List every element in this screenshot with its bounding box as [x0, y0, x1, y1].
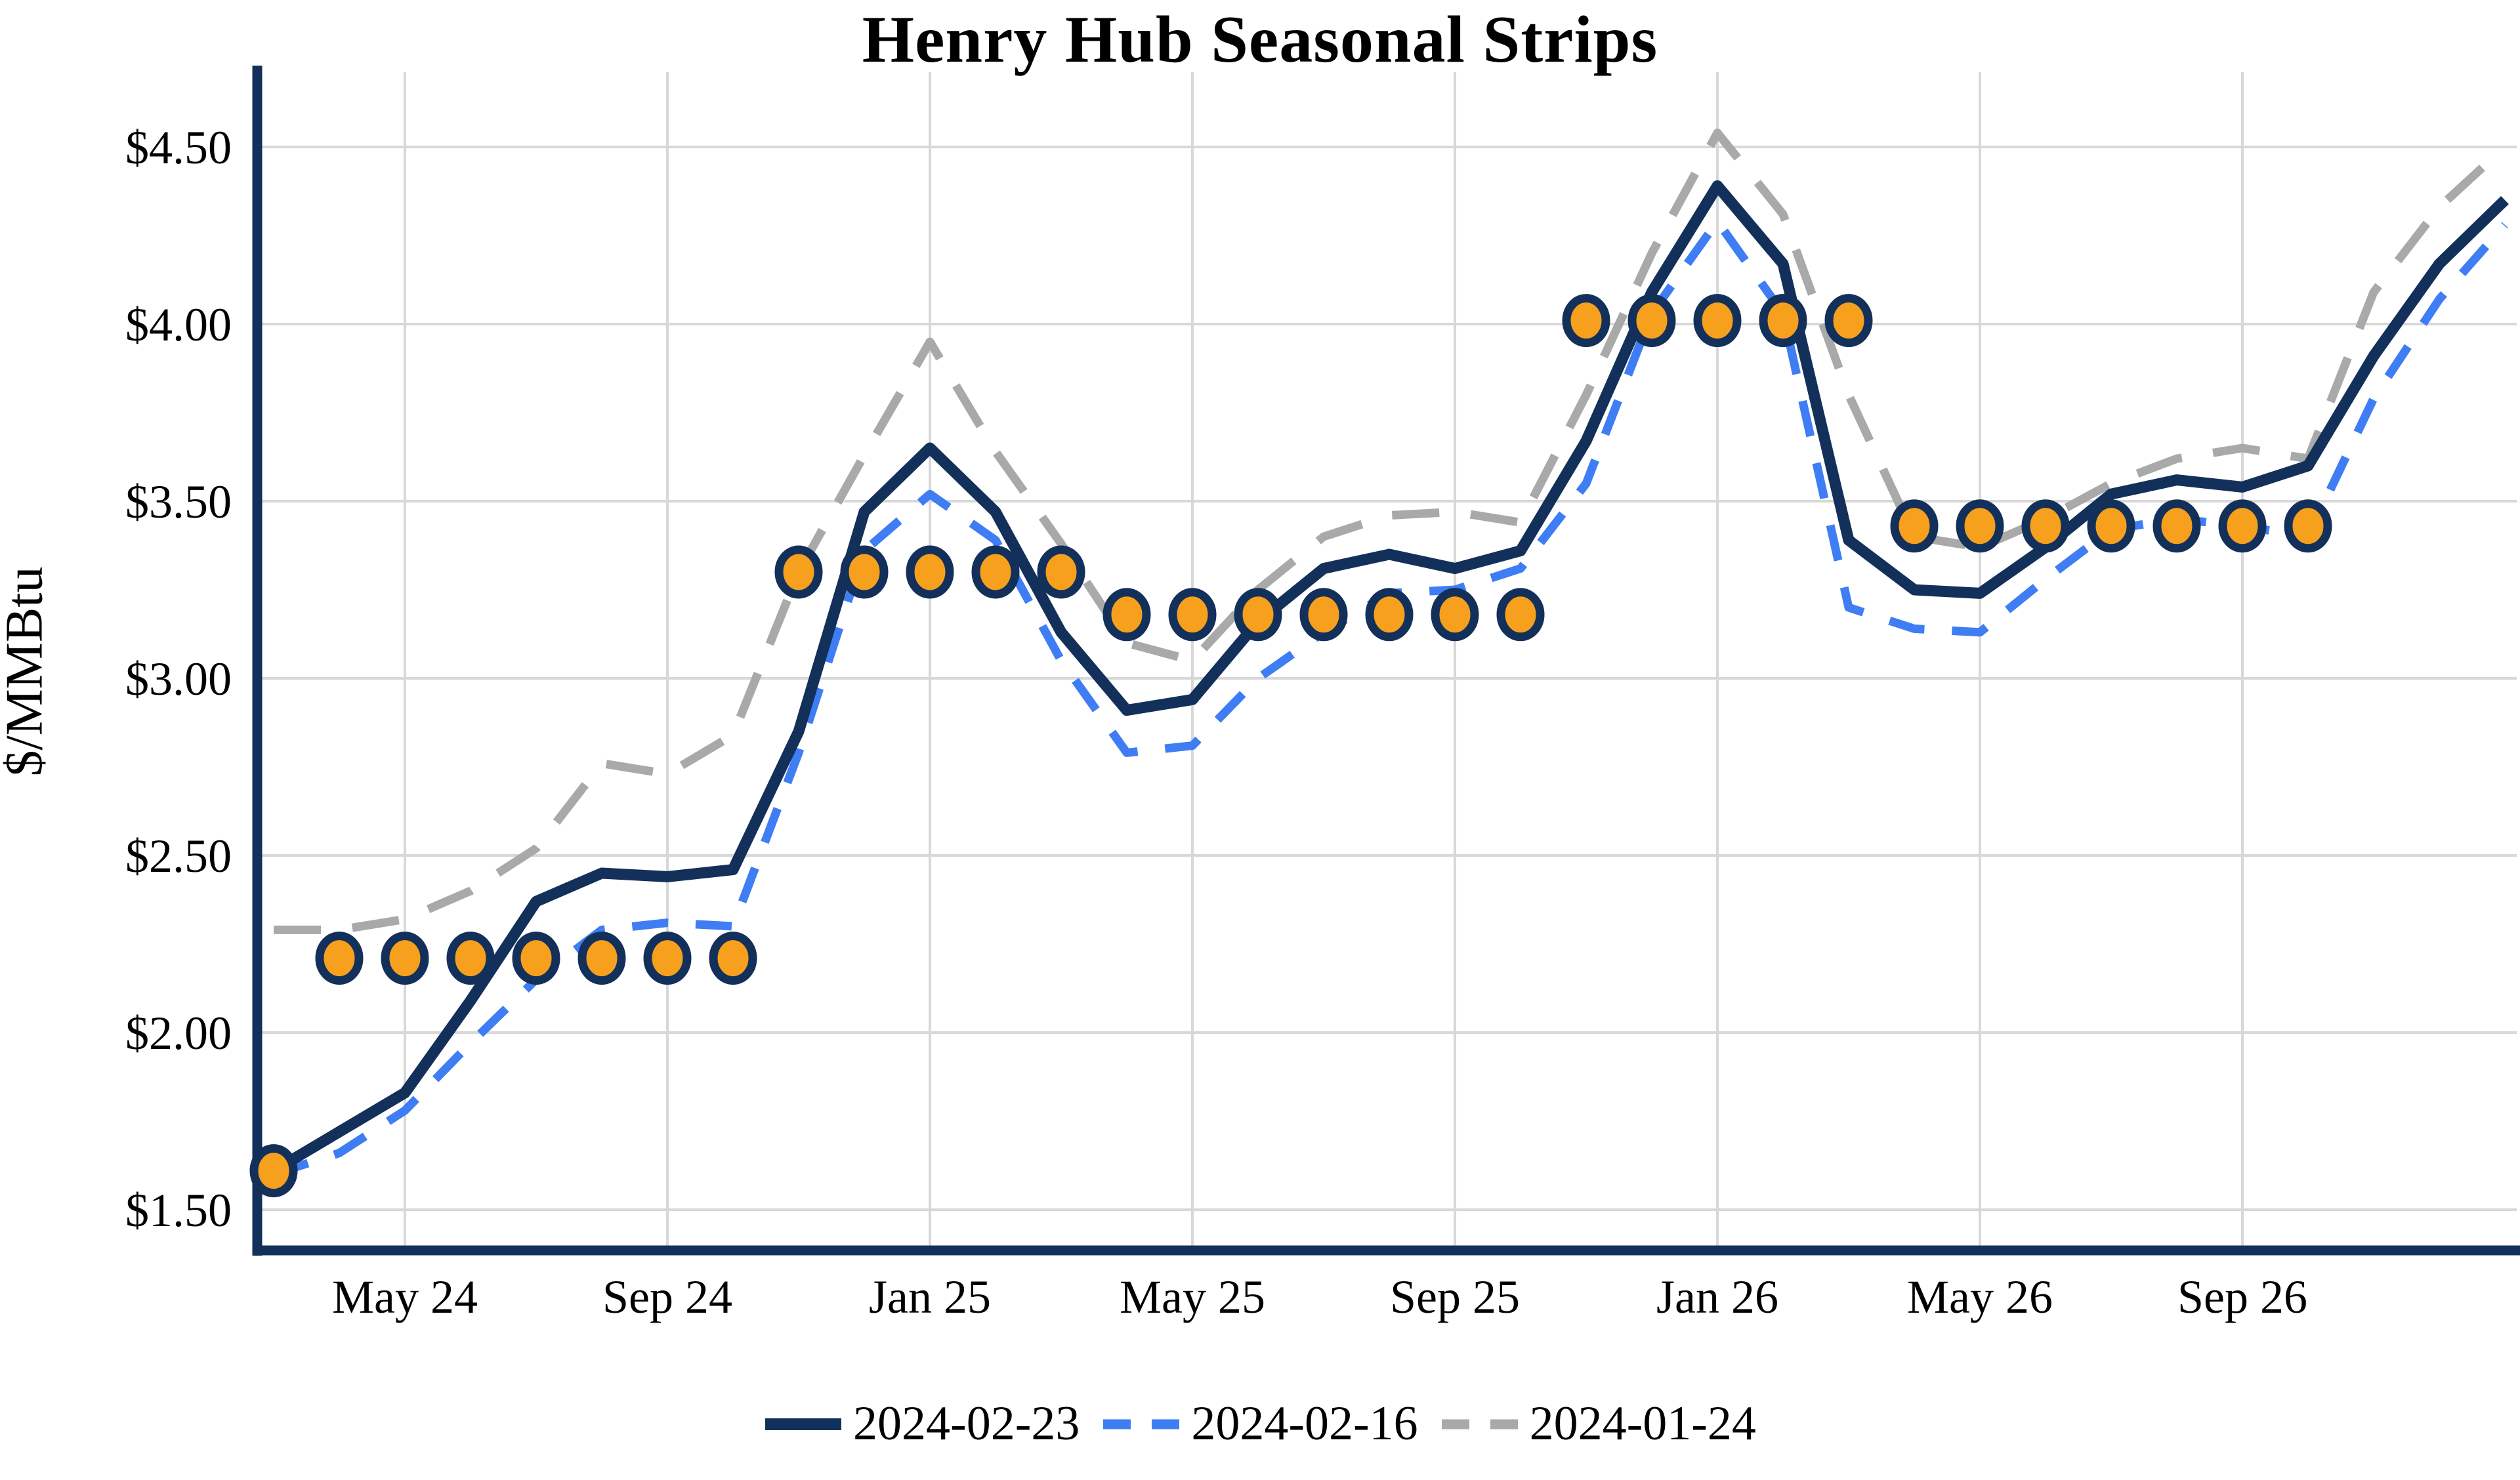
series-line-2024-01-24 [274, 128, 2508, 934]
strip-marker-summer-2024 [446, 932, 495, 985]
strip-marker-winter-2025-26 [1824, 294, 1873, 348]
strip-marker-summer-2025 [1496, 588, 1545, 642]
strip-marker-winter-2024-25 [774, 545, 823, 599]
x-tick-label: May 24 [332, 1271, 478, 1323]
legend-swatch-solid [765, 1418, 842, 1430]
legend-label: 2024-01-24 [1529, 1397, 1756, 1450]
legend-item-2024-02-23: 2024-02-23 [764, 1396, 1080, 1452]
series-line-2024-02-23 [270, 180, 2509, 1176]
strip-marker-winter-2025-26 [1562, 294, 1610, 348]
strip-marker-summer-2026 [2218, 499, 2267, 553]
strip-marker-summer-2026 [2087, 499, 2135, 553]
strip-marker-summer-2025 [1168, 588, 1217, 642]
strip-marker-winter-2025-26 [1693, 294, 1742, 348]
strip-marker-winter-2024-25 [971, 545, 1020, 599]
legend-item-2024-02-16: 2024-02-16 [1102, 1396, 1418, 1452]
y-tick-label: $2.50 [125, 830, 232, 882]
y-tick-label: $4.00 [125, 298, 232, 351]
strip-marker-summer-2024 [578, 932, 626, 985]
x-tick-label: Sep 26 [2177, 1271, 2307, 1323]
strip-marker-winter-2025-26 [1628, 294, 1676, 348]
legend: 2024-02-23 2024-02-16 2024-01-24 [0, 1396, 2520, 1452]
strip-marker-summer-2024 [381, 932, 429, 985]
x-tick-label: May 25 [1120, 1271, 1265, 1323]
strip-marker-summer-2025 [1365, 588, 1414, 642]
legend-label: 2024-02-23 [853, 1397, 1080, 1450]
strip-marker-summer-2024 [709, 932, 757, 985]
y-tick-label: $3.00 [125, 653, 232, 705]
strip-marker-summer-2026 [1956, 499, 2004, 553]
strip-marker-winter-2025-26 [1759, 294, 1807, 348]
strip-marker-summer-2026 [1890, 499, 1939, 553]
strip-marker-summer-2024 [643, 932, 692, 985]
page-title: Henry Hub Seasonal Strips [862, 3, 1658, 77]
strip-marker-summer-2026 [2021, 499, 2070, 553]
x-tick-label: May 26 [1907, 1271, 2053, 1323]
x-tick-label: Sep 25 [1390, 1271, 1520, 1323]
y-tick-label: $1.50 [125, 1184, 232, 1237]
legend-swatch-dashed [1103, 1419, 1180, 1429]
strip-marker-summer-2025 [1299, 588, 1348, 642]
strip-marker-winter-2024-25 [1037, 545, 1085, 599]
y-tick-label: $4.50 [125, 121, 232, 174]
strip-marker-summer-2024 [512, 932, 560, 985]
strip-marker-winter-2024-25 [840, 545, 889, 599]
legend-label: 2024-02-16 [1191, 1397, 1418, 1450]
strip-marker-prompt [249, 1144, 298, 1198]
strip-marker-summer-2025 [1102, 588, 1151, 642]
strip-marker-winter-2024-25 [906, 545, 954, 599]
y-tick-label: $3.50 [125, 476, 232, 528]
x-tick-label: Jan 26 [1656, 1271, 1778, 1323]
x-tick-label: Sep 24 [602, 1271, 732, 1323]
strip-marker-summer-2026 [2152, 499, 2201, 553]
strip-marker-summer-2025 [1234, 588, 1282, 642]
legend-swatch-dashed [1441, 1419, 1518, 1429]
y-axis-label: $/MMBtu [0, 566, 54, 777]
strip-marker-summer-2026 [2284, 499, 2332, 553]
strip-marker-summer-2024 [315, 932, 364, 985]
strip-marker-summer-2025 [1431, 588, 1479, 642]
x-tick-label: Jan 25 [869, 1271, 991, 1323]
legend-item-2024-01-24: 2024-01-24 [1440, 1396, 1756, 1452]
y-tick-label: $2.00 [125, 1007, 232, 1059]
